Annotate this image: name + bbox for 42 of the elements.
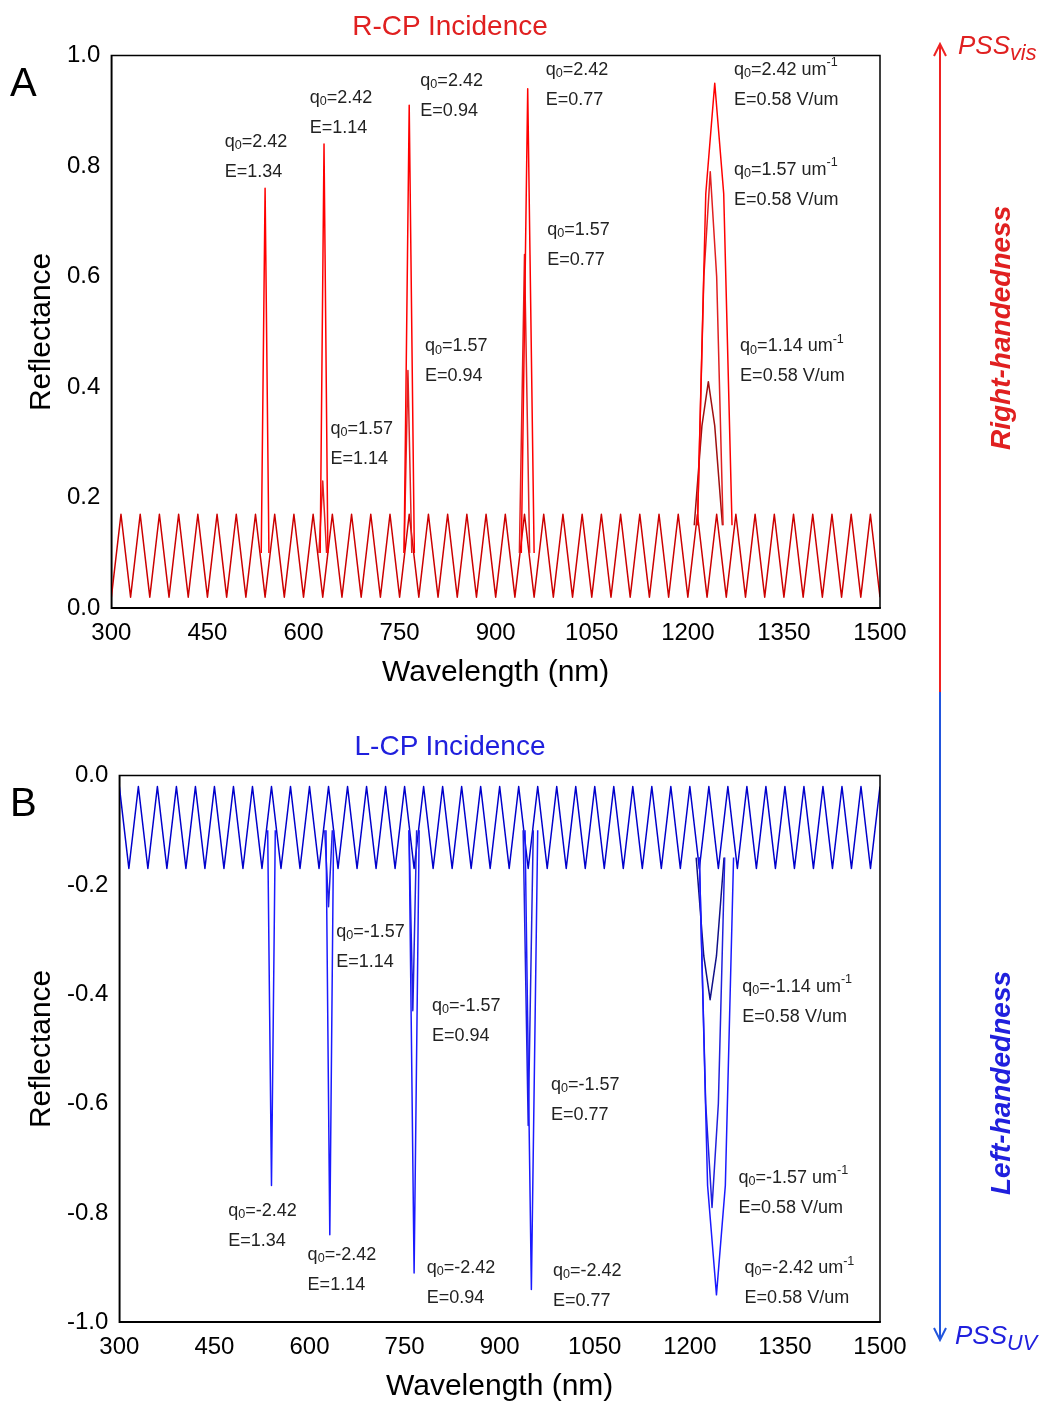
text: B (10, 780, 37, 825)
y-tick-label: -1.0 (67, 1306, 109, 1334)
text: Right-handedness (985, 205, 1017, 450)
x-tick-label: 1200 (661, 618, 715, 646)
chart-title: L-CP Incidence (354, 729, 546, 761)
x-tick-label: 450 (194, 1332, 235, 1360)
x-tick-label: 750 (379, 618, 420, 646)
x-tick-label: 900 (475, 618, 516, 646)
y-tick-label: 0.4 (66, 371, 101, 399)
x-tick-label: 1500 (853, 1332, 907, 1360)
y-tick-label: -0.2 (67, 869, 109, 897)
chart-title: R-CP Incidence (352, 9, 548, 41)
x-tick-label: 1500 (853, 618, 907, 646)
x-tick-label: 1200 (663, 1332, 717, 1360)
x-tick-label: 1350 (758, 1332, 812, 1360)
text: A (10, 60, 37, 105)
y-tick-label: -0.6 (67, 1088, 109, 1116)
x-tick-label: 1050 (568, 1332, 622, 1360)
x-tick-label: 900 (479, 1332, 520, 1360)
y-axis-title: Reflectance (23, 969, 57, 1129)
x-tick-label: 600 (289, 1332, 330, 1360)
y-tick-label: 0.8 (66, 150, 101, 178)
text: Left-handedness (985, 970, 1017, 1195)
x-tick-label: 750 (384, 1332, 425, 1360)
x-tick-label: 1350 (757, 618, 811, 646)
y-tick-label: -0.8 (67, 1197, 109, 1225)
y-tick-label: 0.2 (66, 482, 101, 510)
x-tick-label: 1050 (565, 618, 619, 646)
y-tick-label: 0.0 (74, 760, 109, 788)
y-tick-label: 0.6 (66, 261, 101, 289)
y-tick-label: -0.4 (67, 978, 109, 1006)
x-tick-label: 600 (283, 618, 324, 646)
text: PSS$_{UV}$ (955, 1320, 1038, 1357)
y-axis-title: Reflectance (23, 252, 57, 412)
x-axis-title: Wavelength (nm) (382, 654, 610, 688)
x-axis-title: Wavelength (nm) (386, 1368, 614, 1402)
text: PSS$_{vis}$ (958, 30, 1037, 67)
x-tick-label: 300 (99, 1332, 140, 1360)
x-tick-label: 300 (91, 618, 132, 646)
y-tick-label: 1.0 (66, 40, 101, 68)
y-tick-label: 0.0 (66, 592, 101, 620)
x-tick-label: 450 (187, 618, 228, 646)
